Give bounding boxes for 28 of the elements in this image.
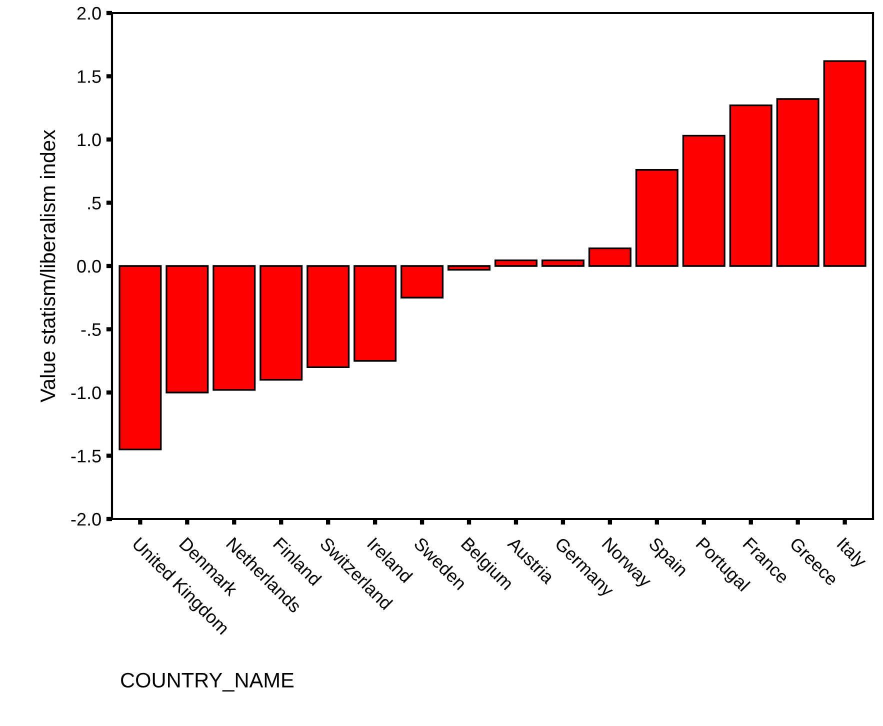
- y-tick-label: -1.5: [71, 450, 101, 462]
- bar: [494, 259, 538, 267]
- y-tick-label: 0.0: [77, 260, 101, 273]
- bar: [776, 98, 820, 267]
- y-tick-label: -2.0: [71, 512, 101, 526]
- y-axis-title: Value statism/liberalism index: [40, 130, 56, 402]
- bar: [541, 259, 584, 267]
- y-tick-label: -1.0: [71, 386, 101, 400]
- bar: [260, 265, 303, 381]
- bar: [306, 265, 350, 368]
- bar: [448, 265, 491, 271]
- bar: [212, 265, 256, 391]
- bar: [682, 134, 726, 267]
- bar: [166, 265, 209, 394]
- x-axis-title: COUNTRY_NAME: [121, 672, 294, 692]
- bar: [354, 265, 397, 362]
- y-tick-label: 2.0: [77, 6, 101, 20]
- bar: [400, 265, 444, 298]
- y-tick-label: 1.0: [78, 133, 101, 146]
- bar: [588, 247, 632, 267]
- y-tick-label: .5: [88, 196, 101, 210]
- y-tick-label: -.5: [81, 323, 101, 336]
- y-tick-label: 1.5: [78, 70, 101, 83]
- bar: [823, 60, 866, 267]
- x-tick-label: Italy: [834, 536, 868, 571]
- bar: [635, 169, 678, 267]
- bar: [729, 104, 772, 267]
- bar: [118, 265, 162, 450]
